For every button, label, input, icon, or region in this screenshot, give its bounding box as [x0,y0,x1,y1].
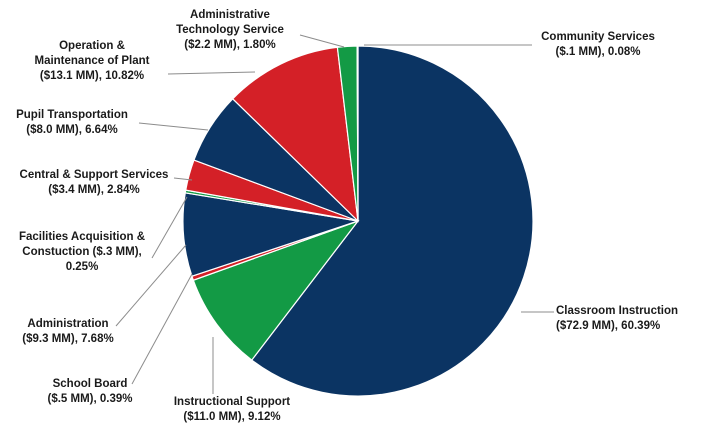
leader-lines [115,34,554,394]
slice-label: Instructional Support ($11.0 MM), 9.12% [174,396,290,423]
pie-slice-community-services [356,45,359,222]
slice-label-line: Facilities Acquisition & [19,231,145,243]
slice-label-line: Central & Support Services [20,169,169,181]
slice-label: Community Services ($.1 MM), 0.08% [541,31,655,58]
slice-label-line: ($11.0 MM), 9.12% [183,411,280,423]
slice-label: Operation & Maintenance of Plant ($13.1 MM… [34,40,149,82]
slice-label-line: ($.5 MM), 0.39% [48,393,133,405]
slice-label-line: Operation & [59,40,125,52]
slice-label-line: Community Services [541,31,655,43]
slice-label-line: ($.1 MM), 0.08% [556,46,641,58]
slice-label: School Board ($.5 MM), 0.39% [48,378,133,405]
slice-label: Facilities Acquisition & Constuction ($.3… [19,231,145,273]
slice-label-line: ($3.4 MM), 2.84% [48,184,139,196]
slice-label-line: ($2.2 MM), 1.80% [184,39,275,51]
slice-label-line: 0.25% [66,261,99,273]
slice-label-line: Instructional Support [174,396,290,408]
slice-label: Pupil Transportation ($8.0 MM), 6.64% [16,109,128,136]
leader-line [299,34,345,48]
slice-label: Administration ($9.3 MM), 7.68% [22,318,113,345]
pie-slice-classroom-instruction [250,45,534,397]
slice-label-line: ($72.9 MM), 60.39% [556,320,660,332]
leader-line [151,196,188,259]
leader-line [131,273,193,385]
pie-slices [182,45,534,397]
slice-label-line: Administrative [190,9,270,21]
slice-label-line: School Board [53,378,128,390]
leader-line [138,122,209,131]
leader-line [115,244,187,327]
pie-slice-instructional-support [192,219,360,361]
slice-label-line: ($13.1 MM), 10.82% [40,70,144,82]
slice-label: Central & Support Services ($3.4 MM), 2.8… [20,169,169,196]
slice-label-line: Constuction ($.3 MM), [22,246,141,258]
slice-label-line: Administration [27,318,108,330]
slice-labels: Classroom Instruction ($72.9 MM), 60.39% I… [16,9,678,423]
slice-label: Administrative Technology Service ($2.2 MM… [176,9,284,51]
slice-label-line: ($8.0 MM), 6.64% [26,124,117,136]
slice-label-line: ($9.3 MM), 7.68% [22,333,113,345]
pie-slice-operation-maintenance-of-plant [231,46,359,223]
slice-label-line: Pupil Transportation [16,109,128,121]
slice-label-line: Classroom Instruction [556,305,678,317]
slice-label-line: Maintenance of Plant [34,55,149,67]
leader-line [167,71,256,75]
slice-label-line: Technology Service [176,24,284,36]
leader-line [173,177,193,181]
slice-label: Classroom Instruction ($72.9 MM), 60.39% [556,305,678,332]
